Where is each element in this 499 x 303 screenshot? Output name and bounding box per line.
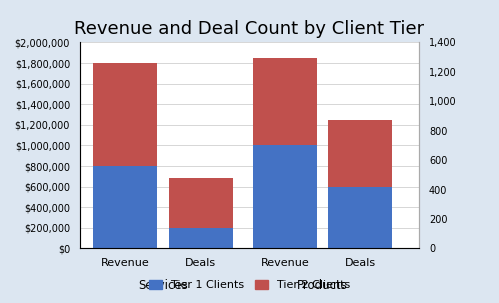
Text: Products: Products — [297, 279, 348, 292]
Bar — [253, 145, 317, 248]
Text: Services: Services — [138, 279, 188, 292]
Bar — [169, 178, 233, 228]
Title: Revenue and Deal Count by Client Tier: Revenue and Deal Count by Client Tier — [74, 20, 425, 38]
Bar — [328, 120, 392, 187]
Bar — [93, 63, 157, 166]
Bar — [169, 228, 233, 248]
Legend: Tier 1 Clients, Tier 2 Clients: Tier 1 Clients, Tier 2 Clients — [144, 275, 355, 295]
Bar — [328, 187, 392, 248]
Bar — [93, 166, 157, 248]
Bar — [253, 58, 317, 145]
